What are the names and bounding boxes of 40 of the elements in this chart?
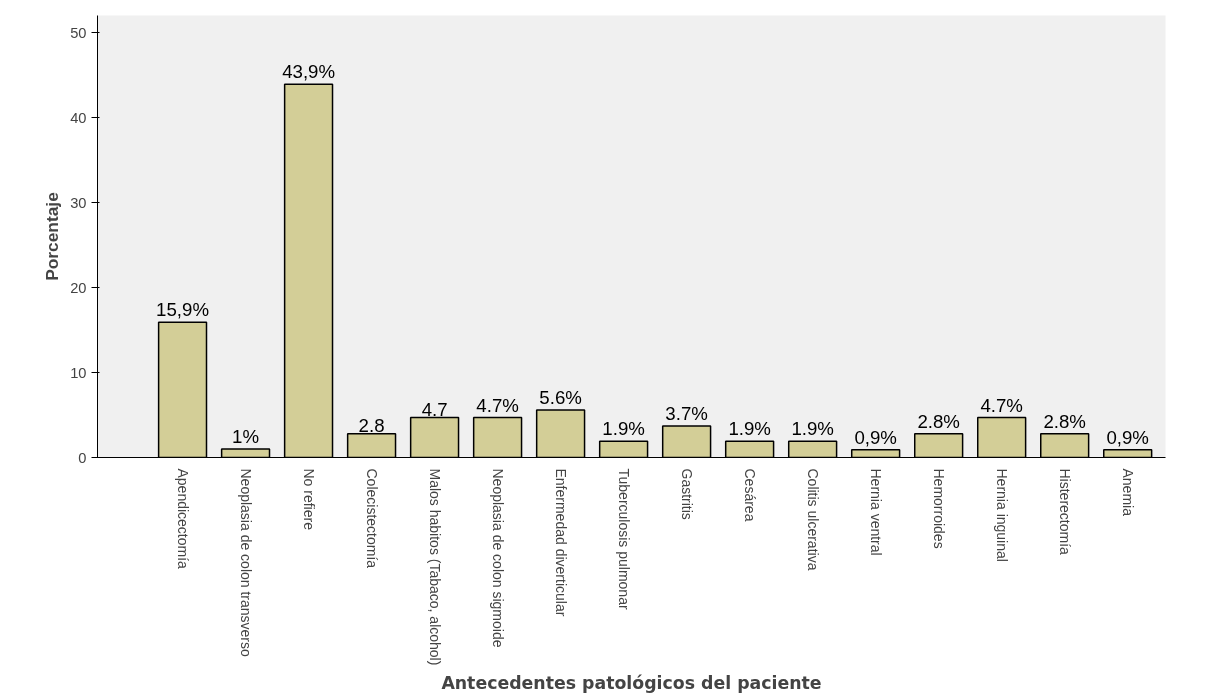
x-tick-label: Cesárea [741,468,758,522]
data-label: 1.9% [791,418,834,440]
data-label: 5.6% [539,386,582,408]
y-tick-label: 40 [70,109,87,126]
data-label: 2.8 [358,414,385,436]
x-tick-label: Hernia inguinal [993,468,1010,562]
x-axis-title: Antecedentes patológicos del paciente [441,673,822,694]
data-label: 4.7% [476,394,519,416]
x-tick-label: Apendicectomía [174,468,191,570]
x-tick-label: Hernia ventral [867,468,884,556]
x-tick-label: Neoplasia de colon transverso [237,468,254,658]
y-axis-title: Porcentaje [42,191,63,281]
data-label: 1% [232,426,260,447]
y-tick-label: 30 [70,194,87,211]
data-label: 3.7% [665,403,708,425]
x-tick-label: Gastritis [678,468,695,520]
x-tick-label: Anemia [1119,468,1136,517]
data-label: 2.8% [1043,410,1086,432]
x-tick-label: Histerectomía [1056,468,1073,556]
y-tick-label: 20 [70,279,87,296]
x-tick-label: Neoplasia de colon sigmoide [489,468,506,648]
x-tick-label: Tuberculosis pulmonar [615,468,632,610]
data-label: 0,9% [1106,426,1149,448]
y-tick-label: 10 [70,364,87,381]
data-label: 4.7 [421,398,448,420]
data-label: 0,9% [854,426,897,448]
data-label: 1.9% [728,418,771,440]
x-tick-label: No refiere [300,468,317,531]
x-tick-label: Malos habitos (Tabaco, alcohol) [426,468,443,666]
x-tick-label: Enfermedad diverticular [552,468,569,617]
y-tick-label: 0 [78,449,87,466]
data-label: 43,9% [282,61,336,83]
x-tick-label: Hemorroides [930,468,947,549]
x-tick-label: Colecistectomía [363,468,380,569]
data-label: 1.9% [602,418,645,440]
y-tick-label: 50 [70,24,87,41]
data-label: 2.8% [917,410,960,432]
data-label: 4.7% [980,394,1023,416]
data-label: 15,9% [156,299,210,321]
x-tick-label: Colitis ulcerativa [804,468,821,571]
